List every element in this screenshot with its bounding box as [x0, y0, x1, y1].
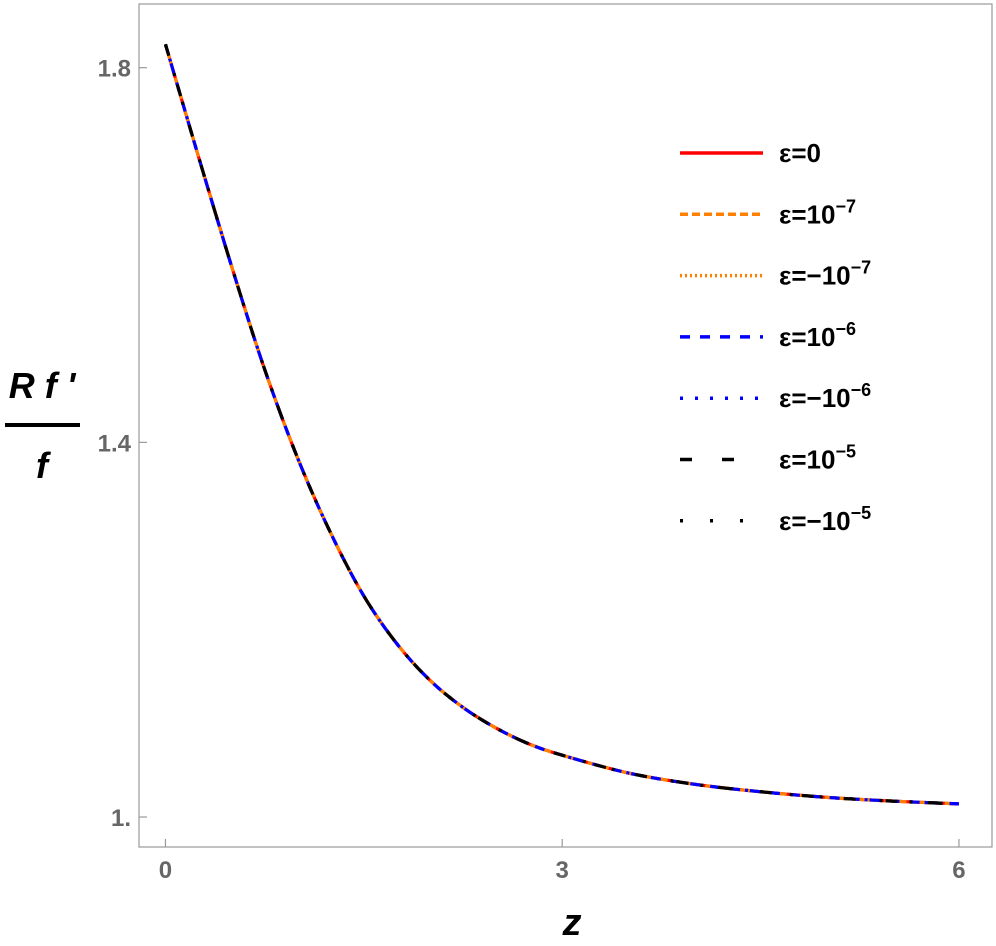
x-axis-title: z	[562, 902, 582, 944]
y-tick-label: 1.4	[98, 430, 132, 457]
legend-label: ε=10−5	[779, 442, 856, 475]
legend: ε=0 ε=10−7 ε=−10−7 ε=10−6 ε=−10−6 ε=10−5 ε=−10…	[680, 138, 871, 536]
legend-label: ε=−10−6	[779, 380, 871, 413]
plot-frame	[138, 3, 993, 848]
y-tick-label: 1.8	[98, 56, 131, 83]
series-line	[163, 43, 960, 806]
legend-label: ε=10−6	[779, 319, 856, 352]
x-tick-label: 6	[952, 857, 965, 884]
y-axis-title-denominator: f	[36, 445, 51, 486]
ticks: 0 3 6 1. 1.4 1.8	[98, 56, 966, 884]
series-line	[163, 43, 960, 806]
y-tick-label: 1.	[111, 805, 131, 832]
y-axis-title: R f ' f	[5, 365, 80, 486]
legend-label: ε=−10−5	[779, 503, 871, 536]
legend-label: ε=0	[779, 138, 821, 168]
x-tick-label: 3	[556, 857, 569, 884]
y-axis-title-numerator: R f '	[9, 365, 77, 406]
legend-label: ε=−10−7	[779, 258, 871, 291]
curves	[163, 43, 960, 806]
legend-label: ε=10−7	[779, 196, 856, 229]
x-tick-label: 0	[159, 857, 172, 884]
